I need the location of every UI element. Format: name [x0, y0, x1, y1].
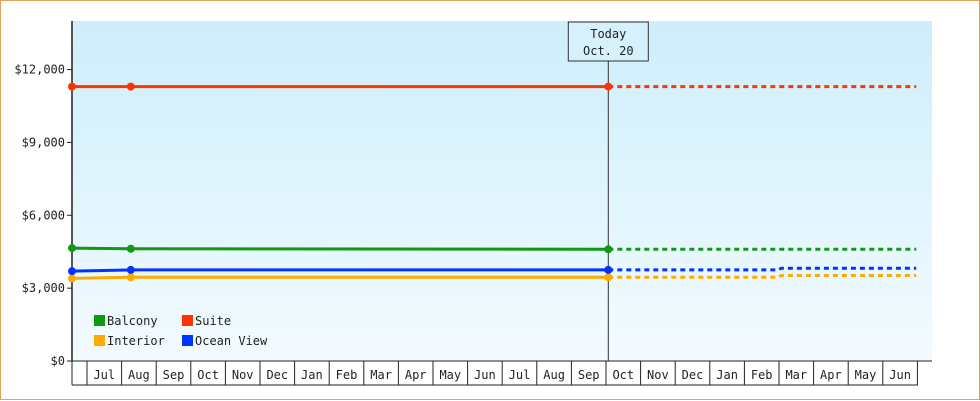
data-point-suite — [68, 82, 76, 91]
x-axis: Jul Aug Sep Oct Nov Dec Jan Feb Mar Apr May Jun Jul A… — [71, 360, 932, 386]
month-label: Jul — [509, 368, 531, 382]
data-point-interior — [604, 273, 613, 282]
month-label: Jul — [93, 368, 115, 382]
series-projection-ocean-view — [608, 266, 917, 272]
month-label: Nov — [232, 368, 254, 382]
y-axis: $0 $3,000 $6,000 $9,000 $12,000 — [14, 21, 73, 368]
month-label: Oct — [612, 368, 634, 382]
legend-label: Balcony — [107, 314, 158, 328]
legend-swatch — [182, 335, 193, 346]
legend: Balcony Suite Interior Ocean View — [94, 314, 268, 348]
month-label: Feb — [751, 368, 773, 382]
series-projection-interior — [608, 274, 917, 279]
legend-swatch — [94, 335, 105, 346]
series-lines — [68, 82, 917, 283]
month-label: Sep — [163, 368, 185, 382]
month-label: Feb — [336, 368, 358, 382]
today-marker: Today Oct. 20 — [567, 21, 649, 361]
today-box — [567, 21, 649, 62]
legend-label: Interior — [107, 334, 165, 348]
month-label: Mar — [785, 368, 807, 382]
month-label: Oct — [197, 368, 219, 382]
y-tick-label: $12,000 — [14, 63, 65, 77]
month-label: Sep — [578, 368, 600, 382]
today-date: Oct. 20 — [583, 44, 634, 58]
data-point-suite — [604, 82, 613, 91]
month-label: Aug — [128, 368, 150, 382]
month-label: Dec — [266, 368, 288, 382]
month-label: May — [855, 368, 877, 382]
series-line-ocean-view — [71, 268, 609, 273]
series-line-balcony — [71, 246, 609, 251]
data-point-balcony — [604, 245, 613, 254]
legend-label: Suite — [195, 314, 231, 328]
data-point-interior — [68, 274, 76, 283]
data-point-balcony — [68, 244, 76, 253]
month-label: Jun — [474, 368, 496, 382]
data-point-ocean-view — [68, 267, 76, 276]
data-point-balcony — [126, 244, 135, 253]
series-line-interior — [71, 275, 609, 280]
month-label: Nov — [647, 368, 669, 382]
legend-label: Ocean View — [195, 334, 268, 348]
month-label: Apr — [405, 368, 427, 382]
legend-swatch — [94, 315, 105, 326]
data-point-interior — [126, 273, 135, 282]
data-point-suite — [126, 82, 135, 91]
legend-swatch — [182, 315, 193, 326]
month-label: Aug — [543, 368, 565, 382]
month-label: Jun — [889, 368, 911, 382]
month-label: Apr — [820, 368, 842, 382]
data-point-ocean-view — [126, 265, 135, 274]
y-tick-label: $6,000 — [22, 208, 65, 222]
plot-background — [72, 21, 932, 361]
y-tick-label: $9,000 — [22, 135, 65, 149]
month-label: Mar — [370, 368, 392, 382]
today-title: Today — [590, 27, 626, 41]
y-tick-label: $3,000 — [22, 281, 65, 295]
month-label: Jan — [716, 368, 738, 382]
month-label: May — [439, 368, 461, 382]
data-point-ocean-view — [604, 265, 613, 274]
y-tick-label: $0 — [51, 354, 65, 368]
month-label: Dec — [682, 368, 704, 382]
month-label: Jan — [301, 368, 323, 382]
